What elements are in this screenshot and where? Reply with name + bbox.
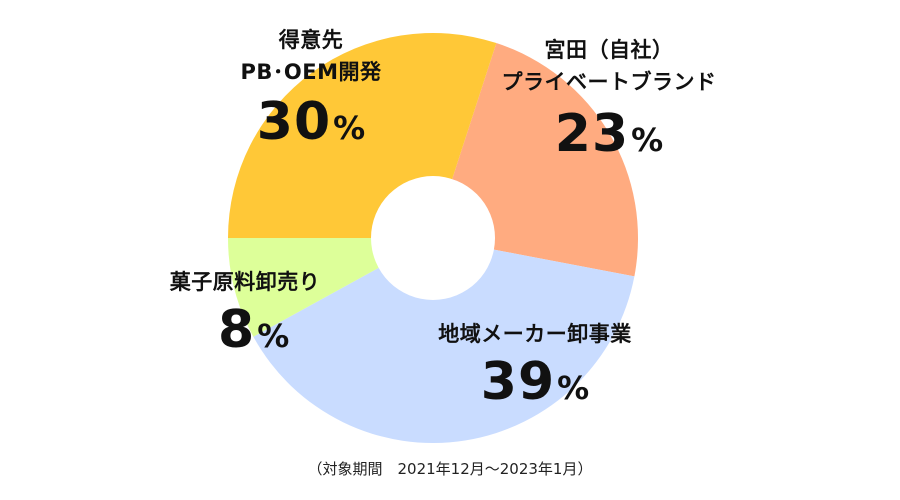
- label-confectionery-material: 菓子原料卸売り 8%: [140, 266, 350, 356]
- label-regional-maker-name: 地域メーカー卸事業: [438, 322, 632, 346]
- slice-regional-maker: [253, 238, 635, 443]
- label-miyata-pb-name-line-1: 宮田（自社）: [544, 38, 674, 62]
- label-confectionery-material-value: 8%: [218, 300, 290, 360]
- label-regional-maker: 地域メーカー卸事業 39%: [410, 318, 660, 408]
- label-regional-maker-value: 39%: [480, 352, 590, 412]
- donut-hole: [371, 176, 495, 300]
- label-client-pb-oem-value: 30%: [256, 92, 366, 152]
- label-client-pb-oem-name-line-2: PB･OEM開発: [240, 60, 382, 84]
- label-client-pb-oem-name-line-1: 得意先: [278, 28, 344, 52]
- label-miyata-pb-name-line-2: プライベートブランド: [501, 70, 717, 94]
- label-client-pb-oem: 得意先 PB･OEM開発 30%: [186, 24, 436, 148]
- footnote-period: （対象期間 2021年12月～2023年1月）: [307, 460, 593, 478]
- label-confectionery-material-name: 菓子原料卸売り: [169, 270, 321, 294]
- label-miyata-pb: 宮田（自社） プライベートブランド 23%: [484, 34, 734, 160]
- label-miyata-pb-value: 23%: [554, 104, 664, 164]
